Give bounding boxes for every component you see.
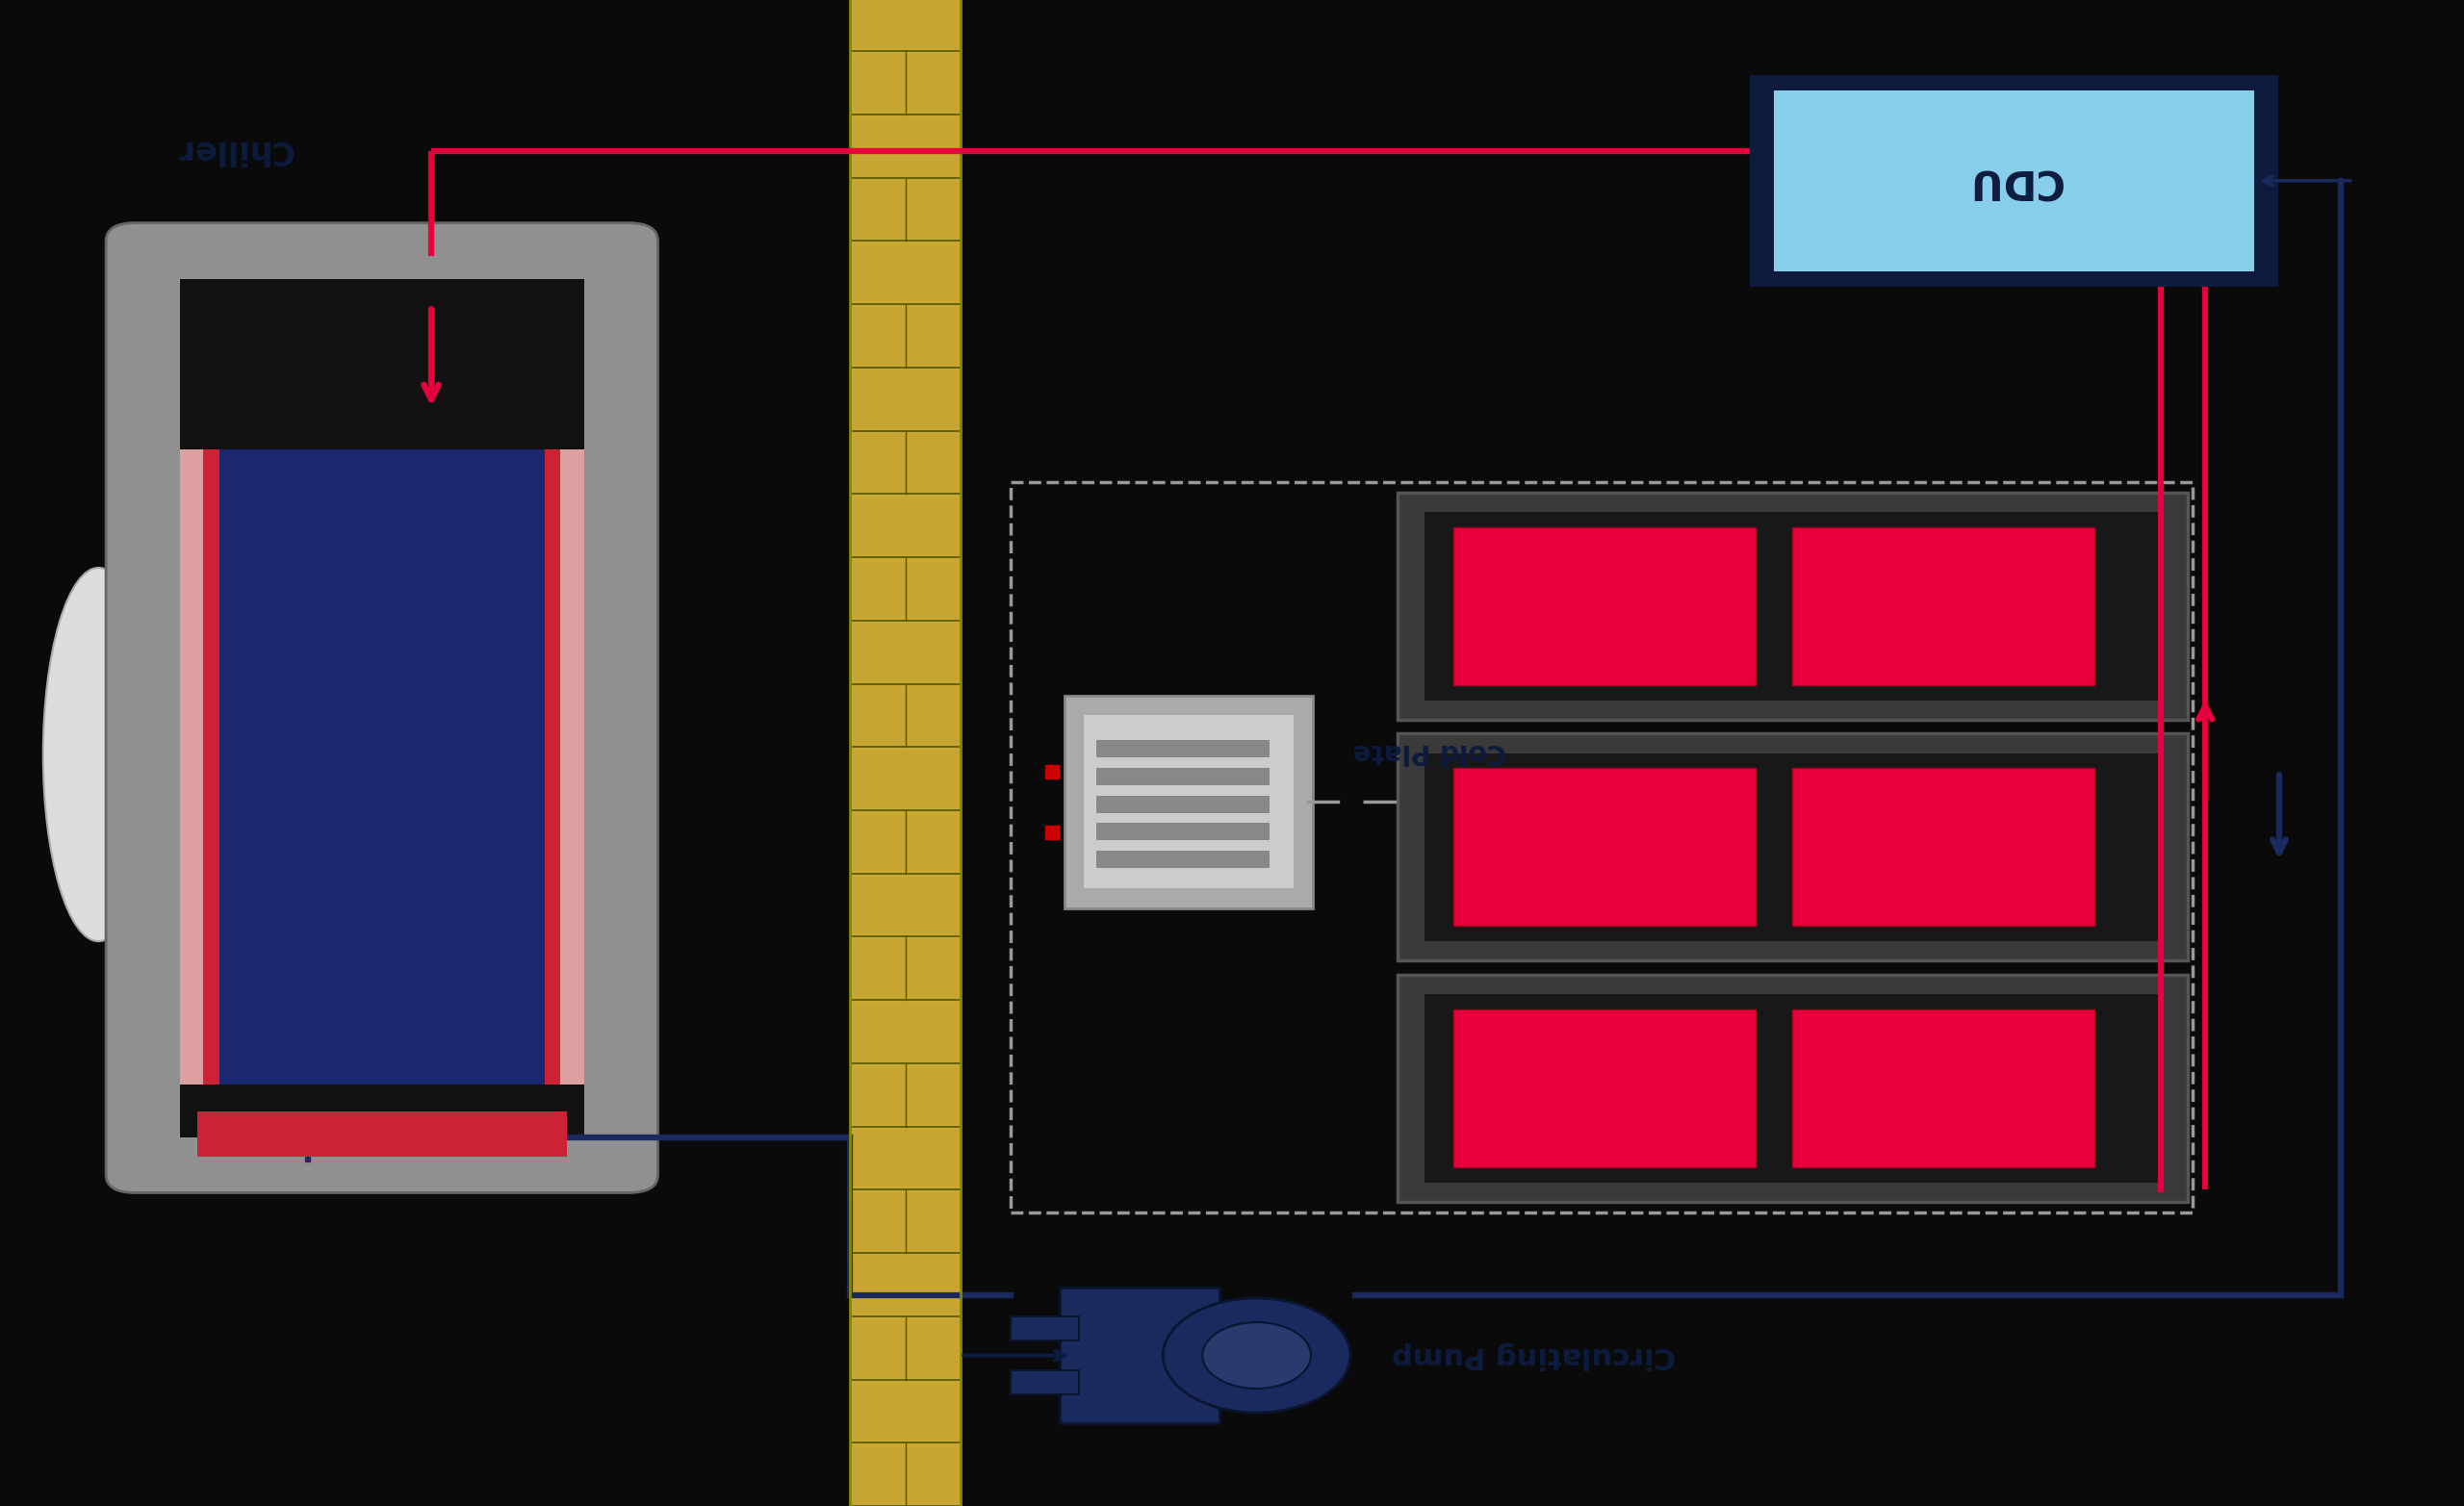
Bar [205, 449, 219, 1084]
Bar [197, 1111, 567, 1157]
Bar [545, 449, 559, 1084]
Bar [1454, 527, 1754, 685]
Bar [853, 1068, 958, 1123]
Bar [1424, 512, 2161, 700]
Bar [1794, 1009, 2094, 1167]
Bar [853, 941, 958, 997]
Text: Circulating Pump: Circulating Pump [1392, 1342, 1676, 1369]
Text: CDU: CDU [1966, 161, 2062, 200]
Circle shape [1163, 1298, 1350, 1413]
Bar [180, 279, 584, 1137]
Bar [1010, 1316, 1079, 1340]
Bar [853, 878, 958, 934]
Bar [853, 688, 958, 744]
Bar [1794, 768, 2094, 926]
FancyBboxPatch shape [1064, 696, 1313, 908]
Bar [853, 498, 958, 554]
Bar [1096, 768, 1269, 785]
Bar [853, 0, 958, 48]
FancyBboxPatch shape [1060, 1288, 1220, 1423]
FancyBboxPatch shape [1397, 733, 2188, 961]
Bar [853, 182, 958, 238]
Bar [850, 0, 961, 1506]
Bar [853, 435, 958, 491]
Bar [853, 309, 958, 364]
Bar [853, 625, 958, 681]
Bar [1096, 741, 1269, 758]
Bar [853, 245, 958, 301]
Bar [1794, 527, 2094, 685]
Bar [1096, 795, 1269, 812]
Bar [205, 449, 559, 1084]
Circle shape [1202, 1322, 1311, 1389]
Bar [1096, 851, 1269, 867]
Bar [853, 1321, 958, 1376]
Bar [853, 562, 958, 617]
FancyBboxPatch shape [1397, 974, 2188, 1202]
Bar [853, 815, 958, 870]
Bar [1084, 715, 1294, 889]
Ellipse shape [44, 568, 153, 941]
Text: Cold Plate: Cold Plate [1353, 738, 1506, 765]
Bar [853, 372, 958, 428]
Bar [180, 449, 205, 1084]
Bar [1010, 1370, 1079, 1395]
Bar [1424, 994, 2161, 1182]
FancyBboxPatch shape [1397, 492, 2188, 720]
Bar [853, 56, 958, 111]
Text: Chiller: Chiller [175, 134, 293, 166]
Bar [853, 1194, 958, 1250]
Bar [853, 119, 958, 175]
Bar [1454, 1009, 1754, 1167]
Bar [853, 1258, 958, 1313]
Bar [1424, 753, 2161, 941]
FancyBboxPatch shape [1752, 77, 2277, 285]
Bar [1096, 822, 1269, 840]
Bar [1774, 90, 2255, 271]
Bar [559, 449, 584, 1084]
FancyBboxPatch shape [106, 223, 658, 1193]
Bar [853, 1005, 958, 1060]
Bar [1454, 768, 1754, 926]
Bar [853, 1384, 958, 1440]
Bar [853, 1447, 958, 1503]
Bar [853, 1131, 958, 1187]
Bar [853, 751, 958, 807]
